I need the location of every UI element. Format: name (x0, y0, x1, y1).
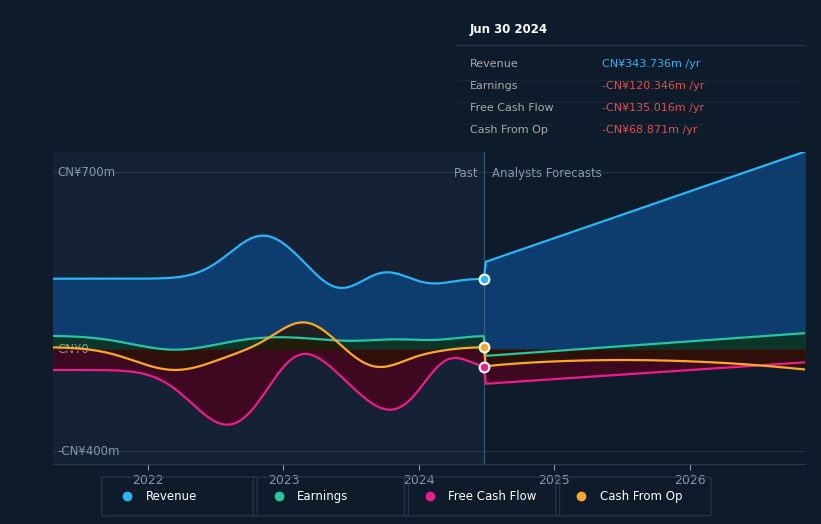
Text: Revenue: Revenue (145, 490, 197, 503)
Text: Cash From Op: Cash From Op (599, 490, 682, 503)
Text: -CN¥120.346m /yr: -CN¥120.346m /yr (603, 81, 704, 91)
Text: Earnings: Earnings (297, 490, 348, 503)
Text: Past: Past (454, 167, 479, 180)
Text: Free Cash Flow: Free Cash Flow (470, 103, 553, 113)
Bar (53, 152, 484, 464)
Text: CN¥0: CN¥0 (57, 343, 89, 356)
Text: -CN¥135.016m /yr: -CN¥135.016m /yr (603, 103, 704, 113)
Text: CN¥700m: CN¥700m (57, 166, 115, 179)
Text: Free Cash Flow: Free Cash Flow (448, 490, 537, 503)
Text: Revenue: Revenue (470, 59, 518, 69)
Text: Analysts Forecasts: Analysts Forecasts (492, 167, 602, 180)
Text: Jun 30 2024: Jun 30 2024 (470, 24, 548, 36)
Text: Earnings: Earnings (470, 81, 518, 91)
Text: -CN¥68.871m /yr: -CN¥68.871m /yr (603, 125, 698, 135)
Text: CN¥343.736m /yr: CN¥343.736m /yr (603, 59, 700, 69)
Bar (484, 152, 805, 464)
Text: -CN¥400m: -CN¥400m (57, 444, 120, 457)
Text: Cash From Op: Cash From Op (470, 125, 548, 135)
